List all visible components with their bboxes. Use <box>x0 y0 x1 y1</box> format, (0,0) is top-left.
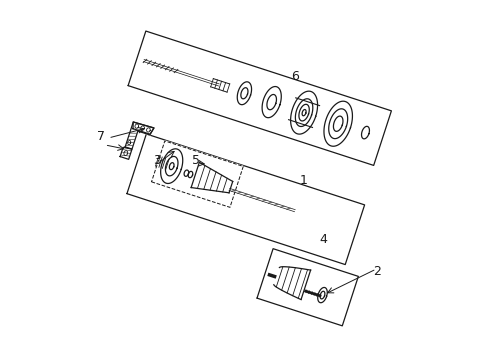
Polygon shape <box>237 82 251 105</box>
Polygon shape <box>262 86 281 118</box>
Text: 7: 7 <box>97 130 105 144</box>
Text: 4: 4 <box>319 233 326 246</box>
Polygon shape <box>120 147 132 159</box>
Polygon shape <box>133 122 154 134</box>
Text: 1: 1 <box>299 174 307 186</box>
Polygon shape <box>361 126 368 139</box>
Polygon shape <box>257 249 358 326</box>
Text: 2: 2 <box>372 265 380 278</box>
Text: 6: 6 <box>290 69 298 82</box>
Polygon shape <box>188 171 192 177</box>
Polygon shape <box>125 122 154 149</box>
Polygon shape <box>317 288 326 303</box>
Text: 5: 5 <box>192 154 200 167</box>
Polygon shape <box>183 170 188 176</box>
Polygon shape <box>324 101 352 146</box>
Polygon shape <box>161 149 183 184</box>
Polygon shape <box>151 141 243 207</box>
Polygon shape <box>290 91 317 134</box>
Text: 3: 3 <box>152 154 160 167</box>
Polygon shape <box>128 31 390 165</box>
Polygon shape <box>127 134 364 265</box>
